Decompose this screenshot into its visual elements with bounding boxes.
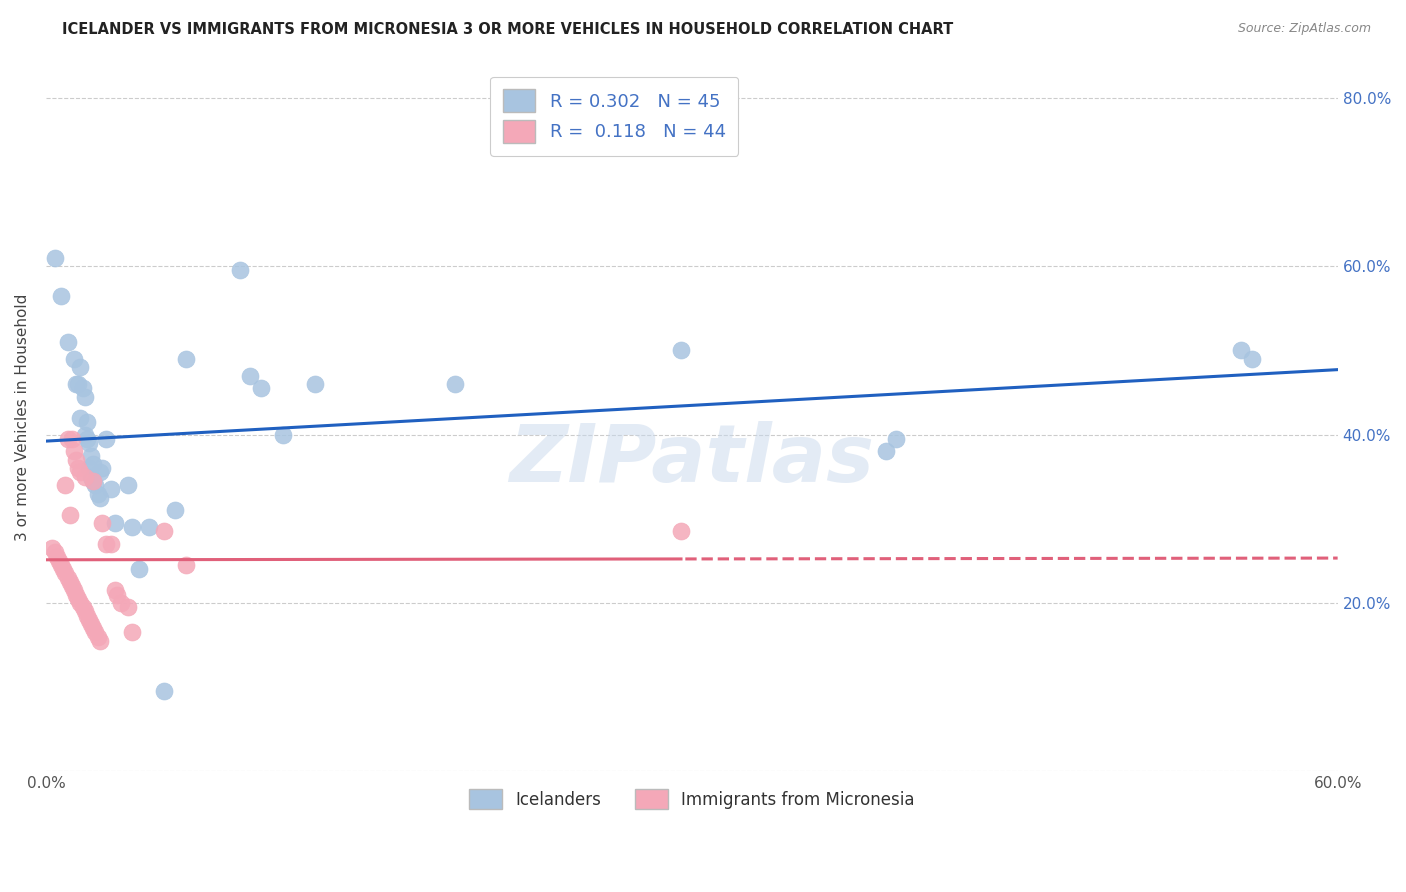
Point xyxy=(73,604,96,618)
Point xyxy=(669,343,692,358)
Point xyxy=(73,390,96,404)
Point xyxy=(96,537,118,551)
Legend: Icelanders, Immigrants from Micronesia: Icelanders, Immigrants from Micronesia xyxy=(463,782,921,816)
Point xyxy=(86,630,108,644)
Text: ICELANDER VS IMMIGRANTS FROM MICRONESIA 3 OR MORE VEHICLES IN HOUSEHOLD CORRELAT: ICELANDER VS IMMIGRANTS FROM MICRONESIA … xyxy=(62,22,953,37)
Point xyxy=(72,381,94,395)
Point xyxy=(128,562,150,576)
Point xyxy=(89,491,111,505)
Point xyxy=(669,524,692,539)
Y-axis label: 3 or more Vehicles in Household: 3 or more Vehicles in Household xyxy=(15,294,30,541)
Point xyxy=(69,410,91,425)
Point xyxy=(250,381,273,395)
Point xyxy=(63,583,86,598)
Point xyxy=(59,574,82,589)
Point xyxy=(67,461,90,475)
Point xyxy=(60,579,83,593)
Point xyxy=(444,377,467,392)
Text: Source: ZipAtlas.com: Source: ZipAtlas.com xyxy=(1237,22,1371,36)
Point xyxy=(63,444,86,458)
Point xyxy=(89,633,111,648)
Point xyxy=(110,596,132,610)
Point xyxy=(65,452,87,467)
Point xyxy=(104,583,127,598)
Point xyxy=(77,613,100,627)
Point xyxy=(1229,343,1251,358)
Point xyxy=(174,558,197,572)
Point xyxy=(174,351,197,366)
Point xyxy=(73,469,96,483)
Point xyxy=(69,466,91,480)
Point xyxy=(84,478,107,492)
Point xyxy=(104,516,127,530)
Point xyxy=(228,263,250,277)
Point xyxy=(67,377,90,392)
Point xyxy=(77,461,100,475)
Point xyxy=(117,600,139,615)
Point xyxy=(44,545,66,559)
Point xyxy=(45,549,67,564)
Point xyxy=(84,625,107,640)
Point xyxy=(89,466,111,480)
Point xyxy=(56,432,79,446)
Point xyxy=(76,608,98,623)
Point xyxy=(76,415,98,429)
Point xyxy=(53,478,76,492)
Point xyxy=(82,457,104,471)
Point xyxy=(41,541,63,556)
Point xyxy=(121,520,143,534)
Point xyxy=(105,588,128,602)
Point xyxy=(91,461,114,475)
Point xyxy=(91,516,114,530)
Point xyxy=(69,596,91,610)
Point xyxy=(121,625,143,640)
Point xyxy=(60,432,83,446)
Point xyxy=(69,360,91,375)
Point xyxy=(82,621,104,635)
Point xyxy=(80,449,103,463)
Point xyxy=(80,469,103,483)
Point xyxy=(153,684,176,698)
Point xyxy=(49,288,72,302)
Point xyxy=(53,566,76,581)
Point xyxy=(82,474,104,488)
Point xyxy=(875,444,897,458)
Point xyxy=(138,520,160,534)
Point xyxy=(165,503,187,517)
Point xyxy=(86,486,108,500)
Point xyxy=(73,427,96,442)
Point xyxy=(65,377,87,392)
Point xyxy=(153,524,176,539)
Point xyxy=(117,478,139,492)
Point xyxy=(304,377,326,392)
Point xyxy=(76,432,98,446)
Point xyxy=(56,571,79,585)
Point xyxy=(77,436,100,450)
Text: ZIPatlas: ZIPatlas xyxy=(509,421,875,500)
Point xyxy=(271,427,294,442)
Point xyxy=(80,617,103,632)
Point xyxy=(884,432,907,446)
Point xyxy=(59,508,82,522)
Point xyxy=(67,591,90,606)
Point xyxy=(96,432,118,446)
Point xyxy=(72,600,94,615)
Point xyxy=(100,537,122,551)
Point xyxy=(63,351,86,366)
Point xyxy=(49,558,72,572)
Point xyxy=(44,251,66,265)
Point xyxy=(65,588,87,602)
Point xyxy=(1240,351,1263,366)
Point xyxy=(48,554,70,568)
Point xyxy=(82,474,104,488)
Point xyxy=(56,334,79,349)
Point xyxy=(52,562,75,576)
Point xyxy=(239,368,262,383)
Point xyxy=(100,483,122,497)
